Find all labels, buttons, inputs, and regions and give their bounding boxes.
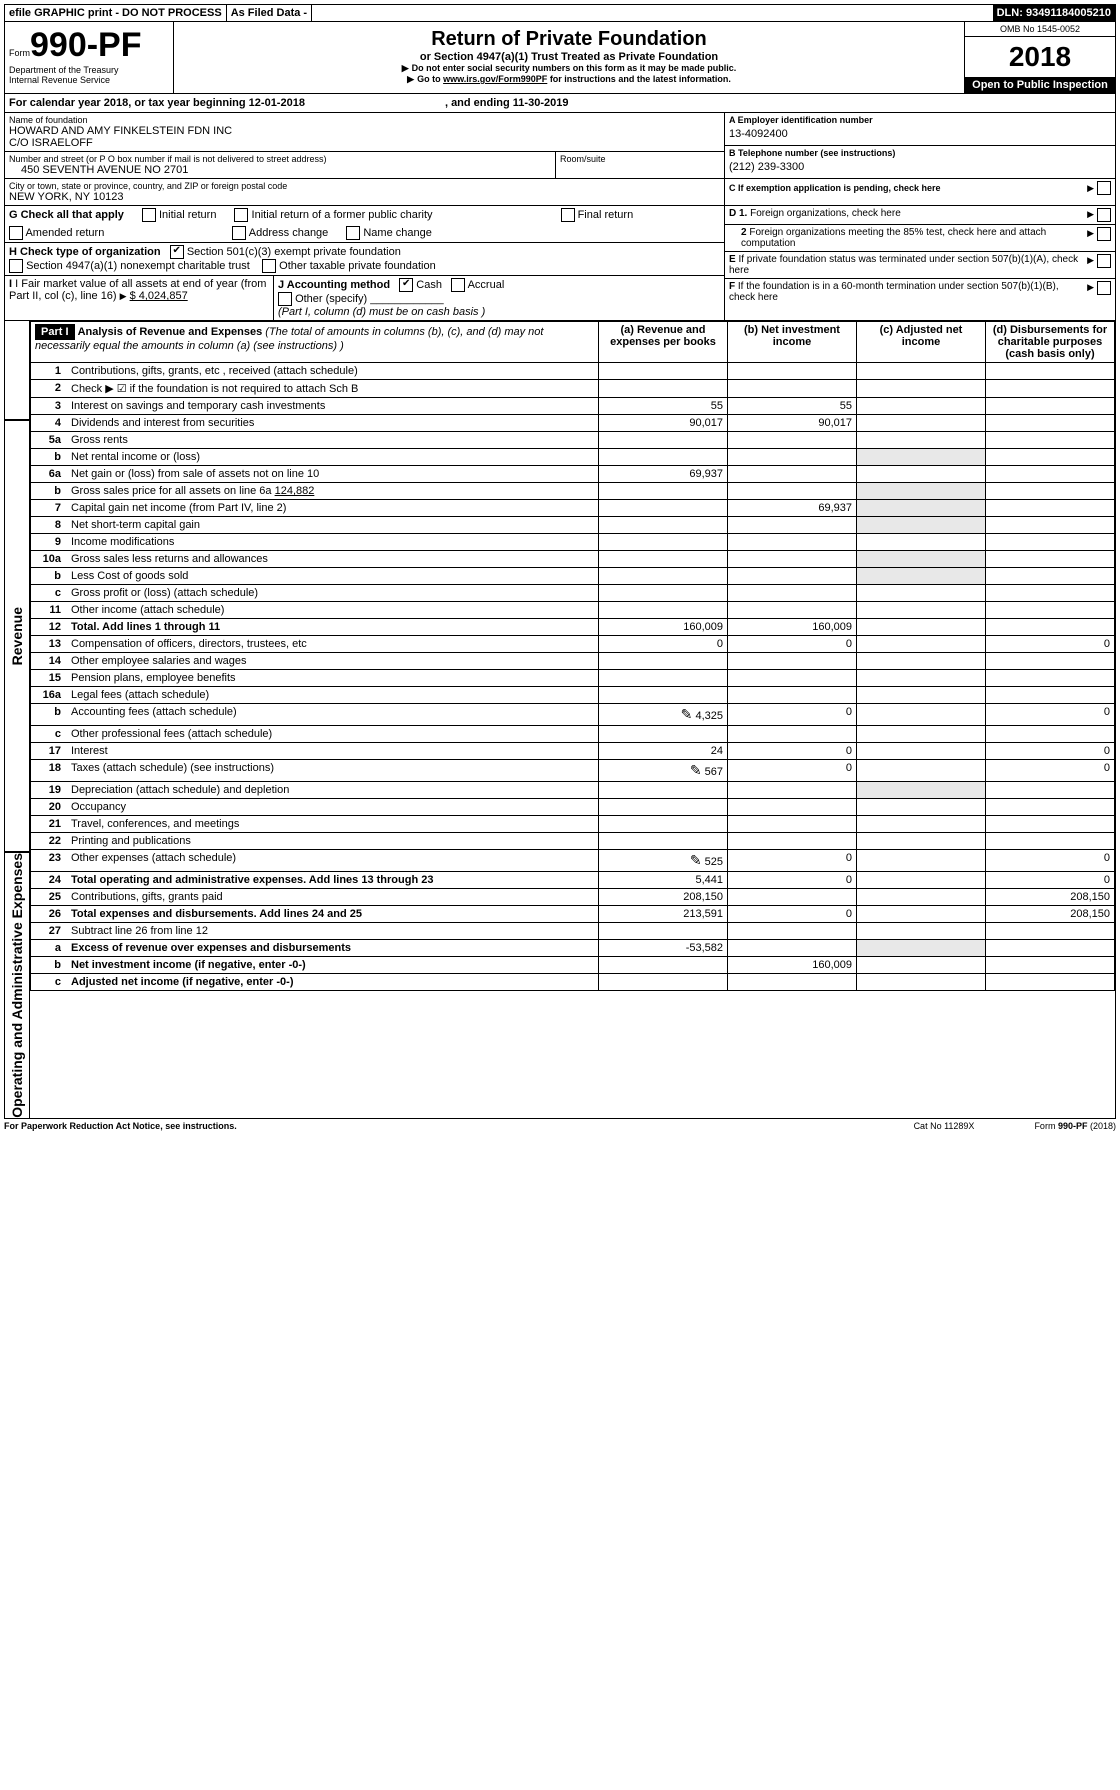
row-r2: 2Check ▶ ☑ if the foundation is not requ… [31,380,1115,398]
row-r6a: 6aNet gain or (loss) from sale of assets… [31,466,1115,483]
irs-link[interactable]: www.irs.gov/Form990PF [443,74,547,84]
row-r11: 11Other income (attach schedule) [31,602,1115,619]
row-r27c: cAdjusted net income (if negative, enter… [31,974,1115,991]
attachment-icon: ✎ [690,762,702,778]
row-r12: 12Total. Add lines 1 through 11160,00916… [31,619,1115,636]
row-r5a: 5aGross rents [31,432,1115,449]
omb-no: OMB No 1545-0052 [965,22,1115,37]
row-r27: 27Subtract line 26 from line 12 [31,923,1115,940]
row-r4: 4Dividends and interest from securities9… [31,415,1115,432]
row-r19: 19Depreciation (attach schedule) and dep… [31,782,1115,799]
footer: For Paperwork Reduction Act Notice, see … [4,1119,1116,1131]
row-r27a: aExcess of revenue over expenses and dis… [31,940,1115,957]
street-address: 450 SEVENTH AVENUE NO 2701 [9,164,551,176]
row-r22: 22Printing and publications [31,833,1115,850]
tax-year: 2018 [965,37,1115,77]
checkbox-other-method[interactable] [278,292,292,306]
part1-tag: Part I [35,324,75,340]
efile-notice: efile GRAPHIC print - DO NOT PROCESS [5,5,227,21]
checkbox-cash[interactable]: ✔ [399,278,413,292]
row-r10c: cGross profit or (loss) (attach schedule… [31,585,1115,602]
revenue-expense-table: Part I Analysis of Revenue and Expenses … [30,321,1115,991]
checkbox-final[interactable] [561,208,575,222]
checkbox-d1[interactable] [1097,208,1111,222]
row-r10a: 10aGross sales less returns and allowanc… [31,551,1115,568]
irs-label: Internal Revenue Service [9,75,169,85]
form-title: Return of Private Foundation [180,28,958,51]
row-r23: 23Other expenses (attach schedule)✎ 5250… [31,850,1115,872]
row-r10b: bLess Cost of goods sold [31,568,1115,585]
row-r9: 9Income modifications [31,534,1115,551]
ein: 13-4092400 [729,125,1111,143]
row-r16a: 16aLegal fees (attach schedule) [31,687,1115,704]
row-r13: 13Compensation of officers, directors, t… [31,636,1115,653]
row-r27b: bNet investment income (if negative, ent… [31,957,1115,974]
row-r14: 14Other employee salaries and wages [31,653,1115,670]
row-r15: 15Pension plans, employee benefits [31,670,1115,687]
telephone: (212) 239-3300 [729,158,1111,176]
form-header: Form990-PF Department of the Treasury In… [4,22,1116,94]
attachment-icon: ✎ [681,706,693,722]
form-subtitle: or Section 4947(a)(1) Trust Treated as P… [180,51,958,63]
asfiled-label: As Filed Data - [227,5,312,21]
row-r20: 20Occupancy [31,799,1115,816]
row-r5b: bNet rental income or (loss) [31,449,1115,466]
checkbox-address[interactable] [232,226,246,240]
foundation-name: HOWARD AND AMY FINKELSTEIN FDN INC [9,125,720,137]
tax-period: For calendar year 2018, or tax year begi… [4,94,1116,113]
row-r16b: bAccounting fees (attach schedule)✎ 4,32… [31,704,1115,726]
checkbox-initial-former[interactable] [234,208,248,222]
top-bar: efile GRAPHIC print - DO NOT PROCESS As … [4,4,1116,22]
dept-treasury: Department of the Treasury [9,65,169,75]
info-block: Name of foundation HOWARD AND AMY FINKEL… [4,113,1116,206]
checkbox-amended[interactable] [9,226,23,240]
row-r7: 7Capital gain net income (from Part IV, … [31,500,1115,517]
dln-cell: DLN: 93491184005210 [993,5,1115,21]
row-r26: 26Total expenses and disbursements. Add … [31,906,1115,923]
checkbox-other-tax[interactable] [262,259,276,273]
row-r6b: bGross sales price for all assets on lin… [31,483,1115,500]
checkbox-accrual[interactable] [451,278,465,292]
checkbox-f[interactable] [1097,281,1111,295]
attachment-icon: ✎ [690,852,702,868]
row-r3: 3Interest on savings and temporary cash … [31,398,1115,415]
checkbox-d2[interactable] [1097,227,1111,241]
city-state-zip: NEW YORK, NY 10123 [9,191,720,203]
check-block: G Check all that apply Initial return In… [4,206,1116,321]
row-r21: 21Travel, conferences, and meetings [31,816,1115,833]
row-r17: 17Interest2400 [31,743,1115,760]
fmv-assets: $ 4,024,857 [130,290,188,302]
revenue-label: Revenue [9,607,25,665]
checkbox-e[interactable] [1097,254,1111,268]
row-r24: 24Total operating and administrative exp… [31,872,1115,889]
open-public: Open to Public Inspection [965,77,1115,93]
checkbox-4947[interactable] [9,259,23,273]
expenses-label: Operating and Administrative Expenses [9,853,25,1118]
checkbox-name[interactable] [346,226,360,240]
row-r1: 1Contributions, gifts, grants, etc , rec… [31,363,1115,380]
row-r8: 8Net short-term capital gain [31,517,1115,534]
checkbox-501c3[interactable]: ✔ [170,245,184,259]
checkbox-c[interactable] [1097,181,1111,195]
checkbox-initial-return[interactable] [142,208,156,222]
row-r18: 18Taxes (attach schedule) (see instructi… [31,760,1115,782]
row-r25: 25Contributions, gifts, grants paid208,1… [31,889,1115,906]
row-r16c: cOther professional fees (attach schedul… [31,726,1115,743]
form-number: 990-PF [30,26,142,64]
part1-table: Revenue Operating and Administrative Exp… [4,321,1116,1119]
